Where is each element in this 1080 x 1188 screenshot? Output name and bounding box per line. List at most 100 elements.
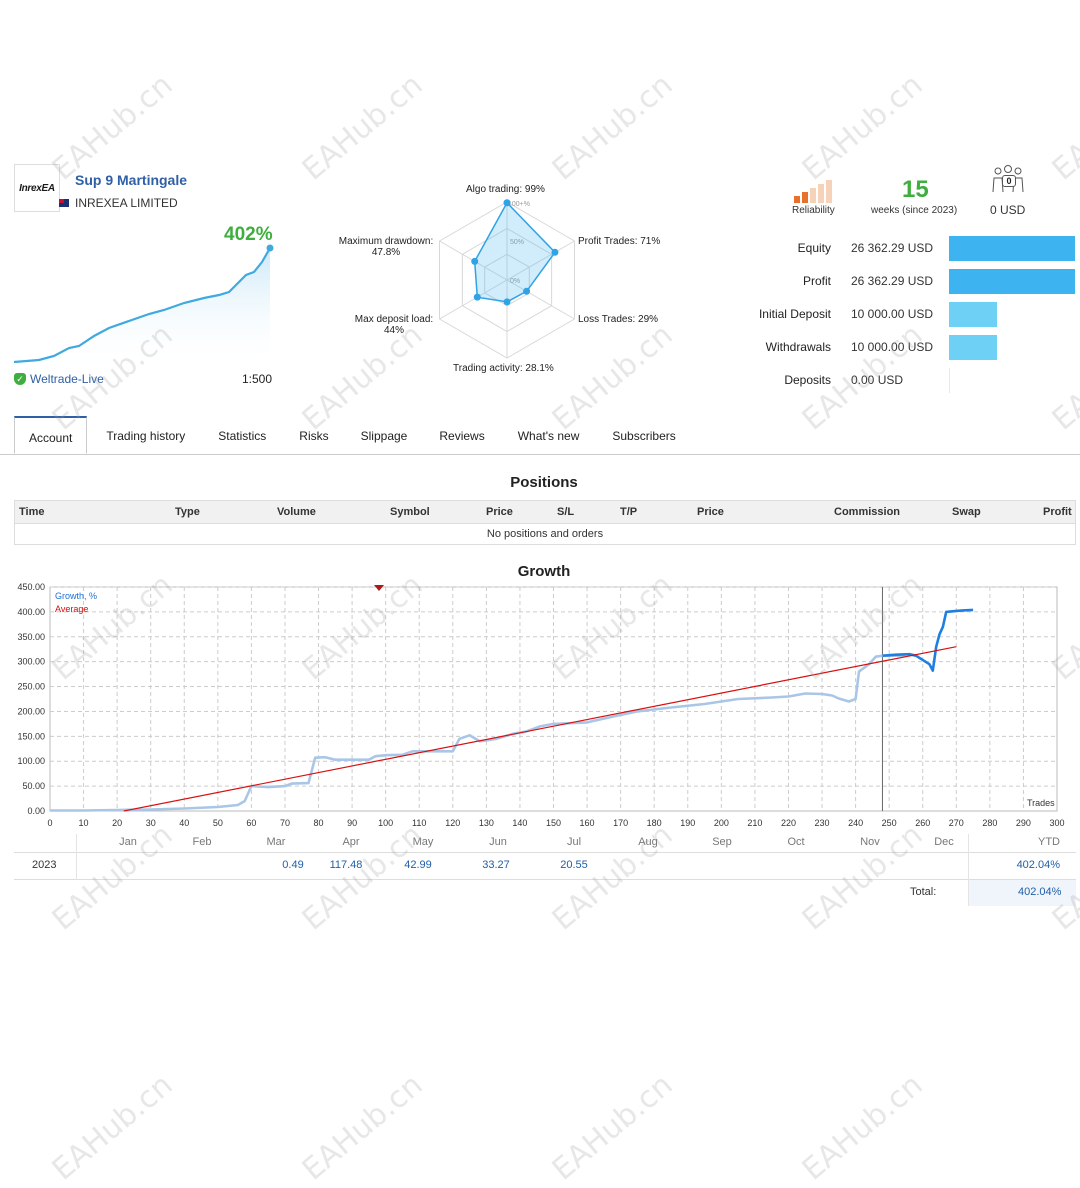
broker-name: Weltrade-Live xyxy=(30,372,104,386)
radar-point xyxy=(503,199,511,207)
tab-subscribers[interactable]: Subscribers xyxy=(612,429,676,443)
tab-account[interactable]: Account xyxy=(14,416,88,454)
tab-risks[interactable]: Risks xyxy=(299,429,329,443)
radar-area xyxy=(473,201,556,303)
flag-icon xyxy=(59,199,69,207)
stat-bar xyxy=(949,302,997,327)
x-tick-label: 50 xyxy=(213,818,223,828)
col-swap[interactable]: Swap xyxy=(952,506,981,518)
monthly-divider-bottom xyxy=(14,879,1076,880)
month-value: 117.48 xyxy=(329,859,363,871)
radar-ring-100: 100+% xyxy=(508,201,530,208)
year-label: 2023 xyxy=(32,859,57,871)
x-tick-label: 100 xyxy=(378,818,393,828)
radar-label-algo: Algo trading: 99% xyxy=(466,184,545,195)
radar-ring-0: 0% xyxy=(510,278,520,285)
col-tp[interactable]: T/P xyxy=(620,506,638,518)
year-col-divider xyxy=(76,834,77,880)
company-name: INREXEA LIMITED xyxy=(75,196,178,210)
x-tick-label: 120 xyxy=(445,818,460,828)
marker-triangle-icon xyxy=(374,585,384,591)
month-header: May xyxy=(412,836,434,848)
x-tick-label: 240 xyxy=(848,818,863,828)
growth-current-line xyxy=(882,608,974,672)
x-tick-label: 110 xyxy=(412,818,426,828)
weeks-label: weeks (since 2023) xyxy=(871,205,958,216)
positions-table: Time Type Volume Symbol Price S/L T/P Pr… xyxy=(14,500,1076,545)
growth-percent: 402% xyxy=(224,224,273,245)
y-tick-label: 100.00 xyxy=(17,756,45,766)
signal-name-link[interactable]: Sup 9 Martingale xyxy=(75,172,188,188)
col-price-current[interactable]: Price xyxy=(697,506,724,518)
watermark: EAHub.cn xyxy=(295,67,430,188)
tab-reviews[interactable]: Reviews xyxy=(439,429,485,443)
x-tick-label: 220 xyxy=(781,818,796,828)
watermark: EAHub.cn xyxy=(545,1067,680,1188)
x-tick-label: 250 xyxy=(882,818,897,828)
x-tick-label: 300 xyxy=(1049,818,1064,828)
radar-point xyxy=(551,248,559,256)
growth-sparkline xyxy=(14,244,274,370)
x-tick-label: 280 xyxy=(982,818,997,828)
monthly-divider-top xyxy=(14,852,1076,853)
subscribers-value: 0 USD xyxy=(990,203,1026,217)
col-price[interactable]: Price xyxy=(486,506,513,518)
stat-label: Initial Deposit xyxy=(758,307,831,321)
watermark: EAHub.cn xyxy=(1045,67,1080,188)
broker-link[interactable]: ✓ Weltrade-Live xyxy=(14,372,104,386)
col-symbol[interactable]: Symbol xyxy=(390,506,430,518)
y-tick-label: 350.00 xyxy=(17,632,45,642)
watermark: EAHub.cn xyxy=(795,67,930,188)
tabs-divider xyxy=(0,454,1080,455)
col-sl[interactable]: S/L xyxy=(557,506,575,518)
y-tick-label: 300.00 xyxy=(17,657,45,667)
radar-label-profit-trades: Profit Trades: 71% xyxy=(578,236,661,247)
month-header: Mar xyxy=(266,836,286,848)
y-tick-label: 50.00 xyxy=(22,781,45,791)
tab-trading-history[interactable]: Trading history xyxy=(106,429,186,443)
subscribers-count: 0 xyxy=(1002,175,1016,187)
month-header: Apr xyxy=(342,836,360,848)
positions-empty-message: No positions and orders xyxy=(15,523,1075,544)
radar-point xyxy=(523,287,531,295)
total-label: Total: xyxy=(910,886,937,898)
tab-whats-new[interactable]: What's new xyxy=(517,429,580,443)
col-type[interactable]: Type xyxy=(175,506,200,518)
leverage: 1:500 xyxy=(242,372,273,386)
x-tick-label: 40 xyxy=(179,818,189,828)
watermark: EAHub.cn xyxy=(545,67,680,188)
x-tick-label: 60 xyxy=(246,818,256,828)
y-tick-label: 150.00 xyxy=(17,731,45,741)
stat-value: 10 000.00 USD xyxy=(851,340,934,354)
x-tick-label: 210 xyxy=(747,818,762,828)
x-tick-label: 290 xyxy=(1016,818,1031,828)
x-tick-label: 260 xyxy=(915,818,930,828)
col-commission[interactable]: Commission xyxy=(834,506,901,518)
tab-statistics[interactable]: Statistics xyxy=(218,429,267,443)
stat-bar xyxy=(949,269,1075,294)
col-time[interactable]: Time xyxy=(19,506,45,518)
col-profit[interactable]: Profit xyxy=(1043,506,1072,518)
radar-axis xyxy=(439,279,508,320)
col-volume[interactable]: Volume xyxy=(277,506,316,518)
tab-slippage[interactable]: Slippage xyxy=(360,429,408,443)
logo-text: InrexEA xyxy=(19,182,55,194)
legend-growth: Growth, % xyxy=(55,591,97,601)
radar-ring-50: 50% xyxy=(510,239,524,246)
growth-title: Growth xyxy=(517,563,571,580)
y-tick-label: 200.00 xyxy=(17,706,45,716)
deposit-load-label: Max deposit load: xyxy=(354,314,434,325)
watermark: EAHub.cn xyxy=(45,67,180,188)
stat-bar xyxy=(949,236,1075,261)
sparkline-end-point xyxy=(266,244,274,252)
x-tick-label: 10 xyxy=(79,818,89,828)
x-tick-label: 140 xyxy=(512,818,527,828)
x-tick-label: 70 xyxy=(280,818,290,828)
reliability-label: Reliability xyxy=(792,205,835,216)
stat-bar xyxy=(949,335,997,360)
radar-point xyxy=(473,293,481,301)
stat-value: 26 362.29 USD xyxy=(851,241,934,255)
x-tick-label: 200 xyxy=(714,818,729,828)
radar-point xyxy=(471,257,479,265)
x-axis-title: Trades xyxy=(1027,798,1055,808)
